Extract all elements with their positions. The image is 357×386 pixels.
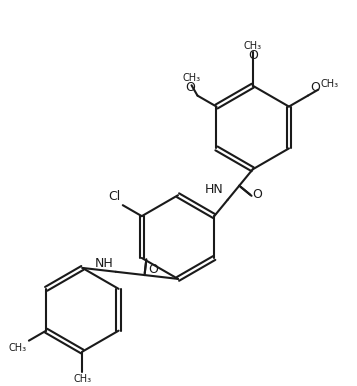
Text: CH₃: CH₃ [9,343,27,353]
Text: CH₃: CH₃ [73,374,91,384]
Text: O: O [252,188,262,201]
Text: CH₃: CH₃ [243,41,262,51]
Text: Cl: Cl [109,190,121,203]
Text: CH₃: CH₃ [182,73,201,83]
Text: NH: NH [95,257,114,270]
Text: HN: HN [205,183,224,196]
Text: O: O [248,49,258,62]
Text: O: O [310,81,320,94]
Text: O: O [186,81,196,94]
Text: O: O [148,263,158,276]
Text: CH₃: CH₃ [320,79,338,89]
